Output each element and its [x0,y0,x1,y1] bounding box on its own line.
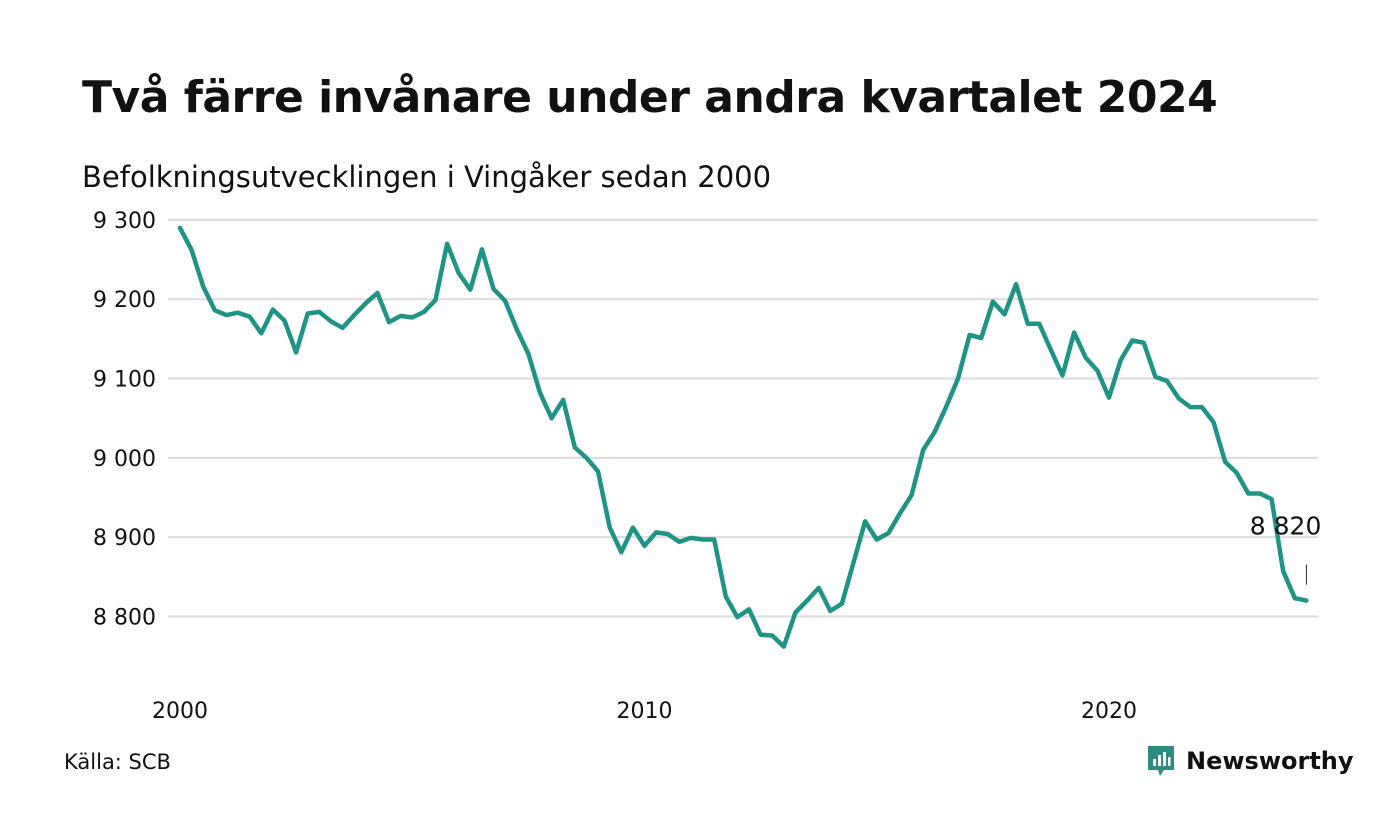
source-note: Källa: SCB [64,750,171,774]
y-tick-label: 8 900 [93,526,156,551]
end-value-label: 8 820 [1250,512,1322,541]
y-tick-label: 9 100 [93,368,156,393]
chart-subtitle: Befolkningsutvecklingen i Vingåker sedan… [82,160,772,194]
gridlines [168,218,1318,618]
chart-title: Två färre invånare under andra kvartalet… [82,72,1218,123]
brand-logo: Newsworthy [1146,744,1354,778]
x-tick-label: 2010 [616,699,672,724]
x-tick-label: 2020 [1081,699,1137,724]
y-tick-label: 8 800 [93,605,156,630]
newsworthy-logo-icon [1148,746,1174,776]
y-axis-ticks: 8 800 8 900 9 000 9 100 9 200 9 300 [93,209,156,630]
y-tick-label: 9 300 [93,209,156,234]
x-axis-ticks: 2000 2010 2020 [152,699,1137,724]
y-tick-label: 9 000 [93,447,156,472]
y-tick-label: 9 200 [93,288,156,313]
brand-name: Newsworthy [1186,747,1354,775]
population-series-line [177,225,1309,649]
x-tick-label: 2000 [152,699,208,724]
